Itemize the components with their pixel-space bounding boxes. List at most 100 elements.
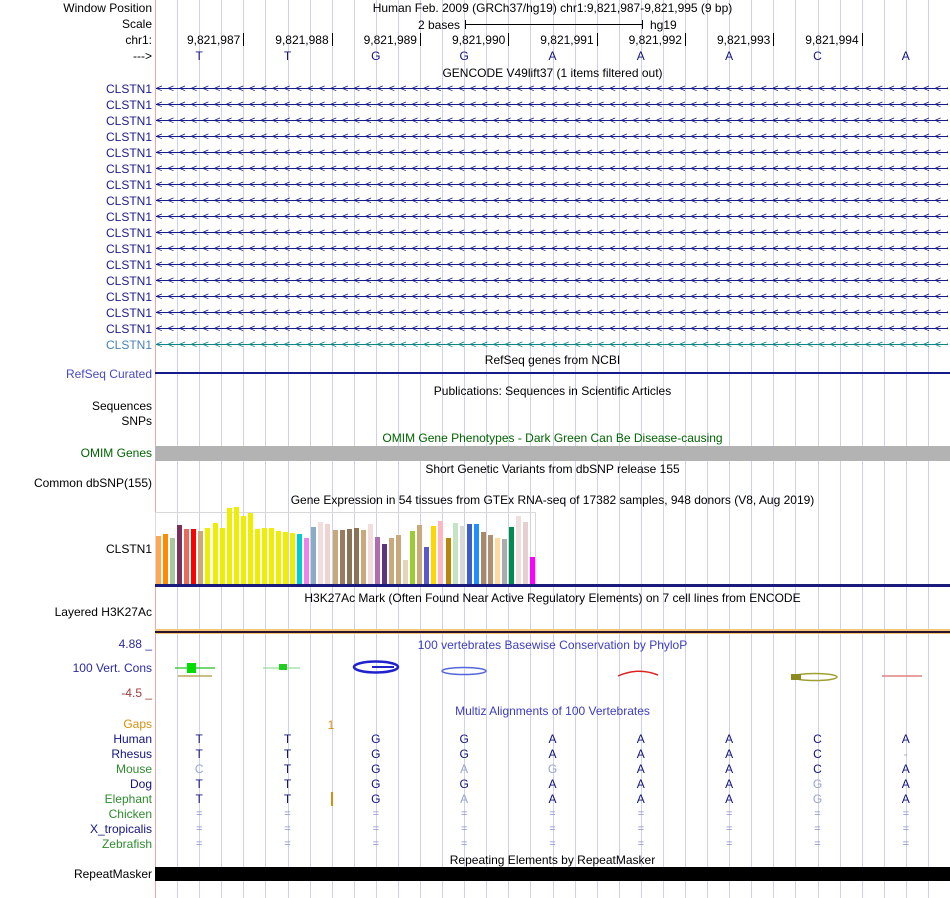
gtex-tissue-bar[interactable] <box>297 534 303 584</box>
gtex-tissue-bar[interactable] <box>452 523 458 584</box>
repeatmasker-label[interactable]: RepeatMasker <box>73 867 152 881</box>
repeatmasker-element-bar[interactable] <box>155 867 950 881</box>
gencode-gene-label[interactable]: CLSTN1 <box>105 258 152 272</box>
gtex-tissue-bar[interactable] <box>403 560 409 584</box>
gtex-tissue-bar[interactable] <box>417 525 423 584</box>
gtex-tissue-bar[interactable] <box>509 527 514 584</box>
multiz-gaps-label[interactable]: Gaps <box>123 717 152 731</box>
gtex-tissue-bar[interactable] <box>389 538 394 584</box>
gencode-transcript[interactable]: <<<<<<<<<<<<<<<<<<<<<<<<<<<<<<<<<<<<<<<<… <box>156 113 948 129</box>
gtex-tissue-bar[interactable] <box>283 532 289 584</box>
refseq-curated-label[interactable]: RefSeq Curated <box>65 367 152 381</box>
gencode-gene-label[interactable]: CLSTN1 <box>105 210 152 224</box>
gtex-tissue-bar[interactable] <box>191 529 197 584</box>
multiz-species-label[interactable]: Rhesus <box>111 747 152 761</box>
gtex-tissue-bar[interactable] <box>156 536 161 584</box>
gencode-transcript[interactable]: <<<<<<<<<<<<<<<<<<<<<<<<<<<<<<<<<<<<<<<<… <box>156 337 948 353</box>
gtex-tissue-bar[interactable] <box>304 538 310 584</box>
gtex-tissue-bar[interactable] <box>332 530 338 584</box>
gtex-tissue-bar[interactable] <box>530 557 536 584</box>
dbsnp-label[interactable]: Common dbSNP(155) <box>33 476 152 490</box>
gtex-tissue-bar[interactable] <box>339 530 345 584</box>
gencode-gene-label[interactable]: CLSTN1 <box>105 242 152 256</box>
gtex-tissue-bar[interactable] <box>494 538 500 584</box>
gtex-tissue-bar[interactable] <box>261 528 267 584</box>
multiz-species-label[interactable]: Chicken <box>108 807 152 821</box>
gencode-gene-label[interactable]: CLSTN1 <box>105 274 152 288</box>
gencode-gene-label[interactable]: CLSTN1 <box>105 194 152 208</box>
gtex-tissue-bar[interactable] <box>473 524 479 584</box>
gtex-tissue-bar[interactable] <box>170 538 176 584</box>
gtex-tissue-bar[interactable] <box>501 539 507 584</box>
gencode-gene-label[interactable]: CLSTN1 <box>105 226 152 240</box>
gtex-tissue-bar[interactable] <box>410 531 416 584</box>
gtex-tissue-bar[interactable] <box>516 516 522 584</box>
gtex-tissue-bar[interactable] <box>466 524 472 584</box>
gtex-tissue-bar[interactable] <box>523 522 529 584</box>
reference-base[interactable]: A <box>636 49 645 63</box>
gtex-tissue-bar[interactable] <box>381 544 387 584</box>
gtex-tissue-bar[interactable] <box>311 527 317 584</box>
gtex-tissue-bar[interactable] <box>459 526 465 584</box>
multiz-species-label[interactable]: Human <box>113 732 152 746</box>
multiz-species-label[interactable]: Zebrafish <box>101 837 152 851</box>
gtex-tissue-bar[interactable] <box>240 516 246 584</box>
gencode-gene-label[interactable]: CLSTN1 <box>105 290 152 304</box>
phylop-label[interactable]: 100 Vert. Cons <box>72 661 152 675</box>
gencode-gene-label[interactable]: CLSTN1 <box>105 178 152 192</box>
publications-sequences-label[interactable]: Sequences <box>91 399 152 413</box>
gencode-transcript[interactable]: <<<<<<<<<<<<<<<<<<<<<<<<<<<<<<<<<<<<<<<<… <box>156 161 948 177</box>
gtex-tissue-bar[interactable] <box>325 524 331 584</box>
gtex-tissue-bar[interactable] <box>276 531 281 584</box>
gencode-transcript[interactable]: <<<<<<<<<<<<<<<<<<<<<<<<<<<<<<<<<<<<<<<<… <box>156 97 948 113</box>
gtex-tissue-bar[interactable] <box>360 530 366 584</box>
h3k27ac-label[interactable]: Layered H3K27Ac <box>54 605 152 619</box>
gencode-transcript[interactable]: <<<<<<<<<<<<<<<<<<<<<<<<<<<<<<<<<<<<<<<<… <box>156 225 948 241</box>
gtex-tissue-bar[interactable] <box>219 528 225 584</box>
gtex-tissue-bar[interactable] <box>445 538 451 584</box>
gtex-tissue-bar[interactable] <box>205 528 211 584</box>
reference-base[interactable]: A <box>725 49 734 63</box>
gencode-gene-label[interactable]: CLSTN1 <box>105 130 152 144</box>
gtex-tissue-bar[interactable] <box>269 528 274 584</box>
gtex-tissue-bar[interactable] <box>226 508 232 584</box>
gtex-tissue-bar[interactable] <box>487 535 493 584</box>
gtex-tissue-bar[interactable] <box>254 529 260 584</box>
gencode-gene-label[interactable]: CLSTN1 <box>105 114 152 128</box>
gencode-transcript[interactable]: <<<<<<<<<<<<<<<<<<<<<<<<<<<<<<<<<<<<<<<<… <box>156 81 948 97</box>
gtex-tissue-bar[interactable] <box>346 529 352 584</box>
gencode-gene-label[interactable]: CLSTN1 <box>105 306 152 320</box>
reference-base[interactable]: T <box>283 49 292 63</box>
gencode-transcript[interactable]: <<<<<<<<<<<<<<<<<<<<<<<<<<<<<<<<<<<<<<<<… <box>156 257 948 273</box>
gencode-transcript[interactable]: <<<<<<<<<<<<<<<<<<<<<<<<<<<<<<<<<<<<<<<<… <box>156 273 948 289</box>
gtex-tissue-bar[interactable] <box>424 547 430 584</box>
publications-snps-label[interactable]: SNPs <box>121 414 152 428</box>
gtex-tissue-bar[interactable] <box>184 529 190 584</box>
multiz-species-label[interactable]: Elephant <box>104 792 152 806</box>
reference-base[interactable]: A <box>901 49 910 63</box>
multiz-species-label[interactable]: Dog <box>129 777 152 791</box>
gtex-tissue-bar[interactable] <box>290 533 296 584</box>
omim-gene-bar[interactable] <box>155 446 950 461</box>
gencode-transcript[interactable]: <<<<<<<<<<<<<<<<<<<<<<<<<<<<<<<<<<<<<<<<… <box>156 305 948 321</box>
gtex-tissue-bar[interactable] <box>438 521 444 584</box>
gencode-transcript[interactable]: <<<<<<<<<<<<<<<<<<<<<<<<<<<<<<<<<<<<<<<<… <box>156 209 948 225</box>
reference-base[interactable]: G <box>371 49 381 63</box>
gencode-transcript[interactable]: <<<<<<<<<<<<<<<<<<<<<<<<<<<<<<<<<<<<<<<<… <box>156 321 948 337</box>
gencode-gene-label[interactable]: CLSTN1 <box>105 322 152 336</box>
gencode-gene-label[interactable]: CLSTN1 <box>105 82 152 96</box>
gtex-tissue-bar[interactable] <box>318 522 324 584</box>
gencode-gene-label[interactable]: CLSTN1 <box>105 162 152 176</box>
gencode-transcript[interactable]: <<<<<<<<<<<<<<<<<<<<<<<<<<<<<<<<<<<<<<<<… <box>156 145 948 161</box>
multiz-species-label[interactable]: Mouse <box>115 762 152 776</box>
gtex-tissue-bar[interactable] <box>353 528 359 584</box>
gtex-gene-label[interactable]: CLSTN1 <box>105 542 152 556</box>
gencode-gene-label[interactable]: CLSTN1 <box>105 338 152 352</box>
reference-base[interactable]: T <box>195 49 203 63</box>
gtex-tissue-bar[interactable] <box>198 531 204 584</box>
gtex-tissue-bar[interactable] <box>233 507 239 584</box>
gencode-gene-label[interactable]: CLSTN1 <box>105 98 152 112</box>
gtex-tissue-bar[interactable] <box>212 523 218 584</box>
gtex-tissue-bar[interactable] <box>374 537 380 584</box>
